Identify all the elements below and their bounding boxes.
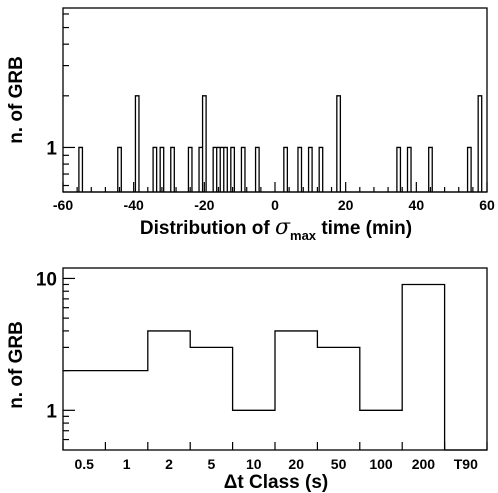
top-y-tick-labels: 1 bbox=[46, 138, 57, 159]
bottom-x-tick-label: 100 bbox=[369, 456, 393, 472]
top-y-axis-title: n. of GRB bbox=[6, 56, 27, 144]
top-xlabel-part2: time (min) bbox=[316, 218, 412, 239]
top-xlabel-sigma: σ bbox=[275, 215, 291, 240]
top-x-tick-label: 40 bbox=[409, 197, 425, 213]
bottom-x-tick-label: 50 bbox=[331, 456, 347, 472]
bottom-x-tick-label: T90 bbox=[454, 456, 478, 472]
bottom-y-tick-label: 1 bbox=[46, 401, 57, 422]
top-y-tick-label: 1 bbox=[46, 138, 57, 159]
bottom-x-tick-label: 10 bbox=[246, 456, 262, 472]
bottom-x-tick-label: 1 bbox=[123, 456, 131, 472]
bottom-histogram-bin bbox=[148, 331, 190, 450]
bottom-histogram-bin bbox=[190, 347, 232, 450]
top-x-tick-label: -40 bbox=[124, 197, 144, 213]
top-axis-ticks bbox=[62, 13, 488, 192]
top-x-tick-labels: -60 -40 -20 0 20 40 60 bbox=[53, 197, 495, 213]
bottom-y-axis-title: n. of GRB bbox=[6, 321, 27, 409]
bottom-histogram-bin bbox=[105, 371, 147, 450]
top-x-tick-label: -20 bbox=[194, 197, 214, 213]
top-x-tick-label: 20 bbox=[338, 197, 354, 213]
bottom-x-tick-label: 200 bbox=[412, 456, 436, 472]
bottom-histogram-outline bbox=[63, 283, 487, 451]
bottom-histogram-bin bbox=[317, 347, 359, 450]
top-x-tick-label: -60 bbox=[53, 197, 73, 213]
bottom-x-tick-labels: 0.5 1 2 5 10 20 50 100 200 T90 bbox=[74, 456, 478, 472]
bottom-x-tick-label: 5 bbox=[208, 456, 216, 472]
bottom-histogram-bin bbox=[233, 410, 275, 450]
bottom-x-axis-title: Δt Class (s) bbox=[224, 472, 328, 493]
bottom-y-tick-label: 10 bbox=[36, 269, 57, 290]
bottom-histogram-bin bbox=[402, 284, 444, 450]
top-xlabel-part1: Distribution of bbox=[140, 218, 275, 239]
bottom-histogram-bin bbox=[360, 410, 402, 450]
top-plot-frame bbox=[62, 7, 488, 193]
bottom-x-tick-label: 0.5 bbox=[74, 456, 94, 472]
bottom-y-tick-labels: 1 10 bbox=[36, 269, 58, 422]
bottom-histogram-bins bbox=[63, 284, 445, 450]
bottom-x-tick-label: 2 bbox=[165, 456, 173, 472]
top-x-axis-title: Distribution of σmax time (min) bbox=[140, 215, 412, 243]
top-xlabel-subscript: max bbox=[290, 228, 317, 243]
top-x-tick-label: 60 bbox=[479, 197, 495, 213]
top-histogram-panel: -60 -40 -20 0 20 40 60 1 Distribution of σmax … bbox=[6, 7, 495, 243]
bottom-histogram-panel: 0.5 1 2 5 10 20 50 100 200 T90 1 10 Δt Class (s) n… bbox=[6, 267, 488, 493]
bottom-histogram-bin bbox=[275, 331, 317, 450]
bottom-axis-ticks bbox=[62, 277, 488, 450]
bottom-x-tick-label: 20 bbox=[288, 456, 304, 472]
top-histogram-outline bbox=[63, 95, 487, 193]
top-x-tick-label: 0 bbox=[271, 197, 279, 213]
